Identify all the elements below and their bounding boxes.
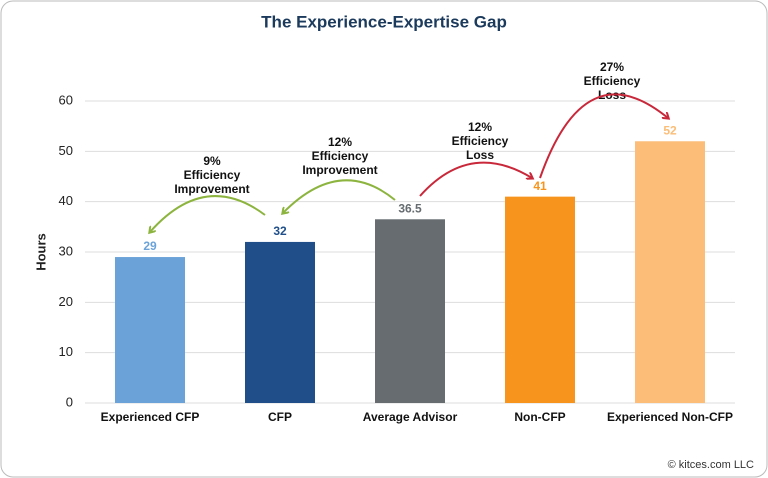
- x-tick-label: Non-CFP: [514, 410, 565, 424]
- value-label: 32: [273, 224, 287, 238]
- y-tick-label: 0: [66, 394, 73, 409]
- arrow: [419, 161, 532, 197]
- bar: [375, 219, 445, 403]
- y-tick-label: 10: [59, 344, 73, 359]
- bar: [115, 257, 185, 403]
- x-tick-label: Average Advisor: [363, 410, 458, 424]
- y-tick-label: 40: [59, 193, 73, 208]
- x-tick-label: CFP: [268, 410, 292, 424]
- annotation-text: Efficiency: [584, 74, 641, 88]
- arrow: [539, 93, 668, 179]
- value-label: 29: [143, 239, 157, 253]
- annotation-text: Efficiency: [184, 168, 241, 182]
- y-tick-label: 50: [59, 143, 73, 158]
- annotation-text: 27%: [600, 60, 624, 74]
- y-tick-label: 30: [59, 243, 73, 258]
- annotation-text: 9%: [203, 154, 221, 168]
- y-tick-label: 60: [59, 92, 73, 107]
- bar: [245, 241, 315, 403]
- arrow: [283, 179, 396, 213]
- annotation-text: Efficiency: [312, 149, 369, 163]
- value-label: 41: [533, 179, 547, 193]
- x-tick-label: Experienced CFP: [101, 410, 200, 424]
- x-tick-label: Experienced Non-CFP: [607, 410, 733, 424]
- bar: [635, 141, 705, 403]
- annotation-text: Improvement: [174, 182, 249, 196]
- footer: © kitces.com LLC: [668, 459, 754, 471]
- chart-title: The Experience-Expertise Gap: [261, 12, 507, 31]
- annotation-text: 12%: [468, 120, 492, 134]
- arrow: [150, 195, 266, 232]
- bar: [505, 196, 575, 403]
- annotation-text: Efficiency: [452, 134, 509, 148]
- annotation-text: Improvement: [302, 163, 377, 177]
- y-axis-label: Hours: [33, 233, 48, 271]
- annotation-text: Loss: [466, 148, 494, 162]
- y-tick-label: 20: [59, 294, 73, 309]
- annotation-text: 12%: [328, 135, 352, 149]
- value-label: 52: [663, 123, 677, 137]
- value-label: 36.5: [398, 201, 422, 215]
